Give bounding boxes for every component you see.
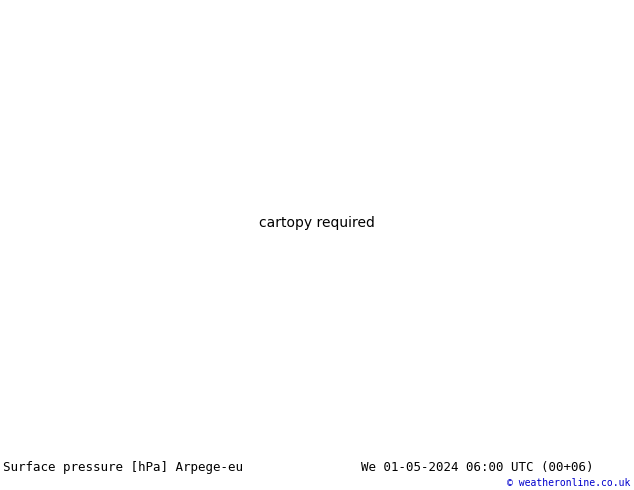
- Text: cartopy required: cartopy required: [259, 216, 375, 230]
- Text: We 01-05-2024 06:00 UTC (00+06): We 01-05-2024 06:00 UTC (00+06): [361, 462, 594, 474]
- Text: © weatheronline.co.uk: © weatheronline.co.uk: [507, 478, 631, 488]
- Text: Surface pressure [hPa] Arpege-eu: Surface pressure [hPa] Arpege-eu: [3, 462, 243, 474]
